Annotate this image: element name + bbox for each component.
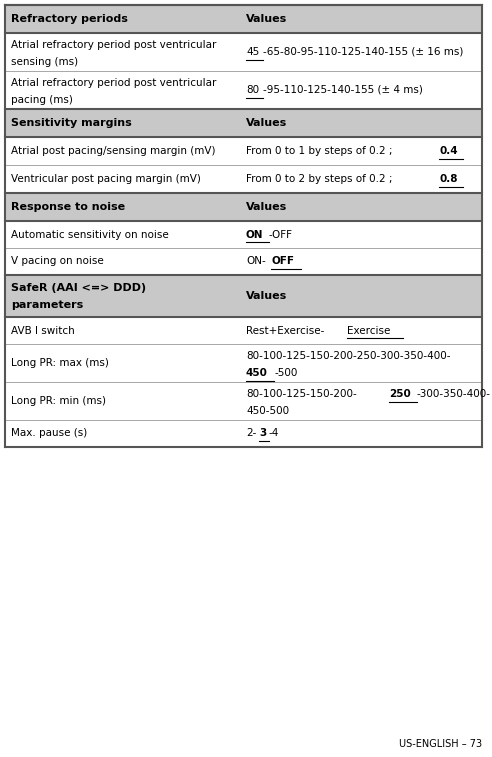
Text: Response to noise: Response to noise <box>11 202 125 212</box>
Text: ON-: ON- <box>246 257 266 266</box>
Text: Long PR: min (ms): Long PR: min (ms) <box>11 396 106 406</box>
Bar <box>5 137 482 165</box>
Bar <box>5 344 482 382</box>
Bar <box>5 5 482 33</box>
Text: -500: -500 <box>274 368 298 378</box>
Text: OFF: OFF <box>272 257 295 266</box>
Text: From 0 to 2 by steps of 0.2 ;: From 0 to 2 by steps of 0.2 ; <box>246 174 396 184</box>
Text: 450-500: 450-500 <box>246 406 289 416</box>
Bar <box>5 382 482 420</box>
Bar <box>5 221 482 248</box>
Text: Atrial refractory period post ventricular: Atrial refractory period post ventricula… <box>11 40 216 51</box>
Text: Rest+Exercise-: Rest+Exercise- <box>246 326 324 335</box>
Text: 0.8: 0.8 <box>439 174 458 184</box>
Text: Atrial refractory period post ventricular: Atrial refractory period post ventricula… <box>11 79 216 89</box>
Text: pacing (ms): pacing (ms) <box>11 95 73 105</box>
Text: 3: 3 <box>259 428 267 438</box>
Text: Exercise: Exercise <box>347 326 391 335</box>
Text: Automatic sensitivity on noise: Automatic sensitivity on noise <box>11 229 169 239</box>
Text: From 0 to 1 by steps of 0.2 ;: From 0 to 1 by steps of 0.2 ; <box>246 146 396 156</box>
Text: Refractory periods: Refractory periods <box>11 14 128 24</box>
Bar <box>5 165 482 193</box>
Text: sensing (ms): sensing (ms) <box>11 57 78 67</box>
Text: Atrial post pacing/sensing margin (mV): Atrial post pacing/sensing margin (mV) <box>11 146 215 156</box>
Text: 80-100-125-150-200-: 80-100-125-150-200- <box>246 389 357 400</box>
Bar <box>5 275 482 317</box>
Text: Values: Values <box>246 291 287 301</box>
Text: Values: Values <box>246 14 287 24</box>
Text: Values: Values <box>246 118 287 128</box>
Text: US-ENGLISH – 73: US-ENGLISH – 73 <box>399 739 482 749</box>
Text: 450: 450 <box>246 368 268 378</box>
Text: 80: 80 <box>246 85 259 95</box>
Text: -65-80-95-110-125-140-155 (± 16 ms): -65-80-95-110-125-140-155 (± 16 ms) <box>263 47 463 57</box>
Bar <box>5 193 482 221</box>
Text: parameters: parameters <box>11 301 83 310</box>
Text: -OFF: -OFF <box>269 229 293 239</box>
Text: Values: Values <box>246 202 287 212</box>
Bar <box>5 248 482 275</box>
Text: Ventricular post pacing margin (mV): Ventricular post pacing margin (mV) <box>11 174 201 184</box>
Text: ON: ON <box>246 229 264 239</box>
Text: 2-: 2- <box>246 428 256 438</box>
Text: AVB I switch: AVB I switch <box>11 326 75 335</box>
Text: SafeR (AAI <=> DDD): SafeR (AAI <=> DDD) <box>11 283 146 294</box>
Bar <box>5 33 482 71</box>
Text: 0.4: 0.4 <box>439 146 458 156</box>
Text: 45: 45 <box>246 47 259 57</box>
Text: -95-110-125-140-155 (± 4 ms): -95-110-125-140-155 (± 4 ms) <box>263 85 423 95</box>
Text: Sensitivity margins: Sensitivity margins <box>11 118 132 128</box>
Text: Max. pause (s): Max. pause (s) <box>11 428 87 438</box>
Bar <box>5 71 482 109</box>
Bar <box>5 317 482 344</box>
Text: Long PR: max (ms): Long PR: max (ms) <box>11 358 109 368</box>
Text: 80-100-125-150-200-250-300-350-400-: 80-100-125-150-200-250-300-350-400- <box>246 351 451 361</box>
Bar <box>5 420 482 447</box>
Bar <box>5 109 482 137</box>
Text: V pacing on noise: V pacing on noise <box>11 257 104 266</box>
Text: -300-350-400-: -300-350-400- <box>417 389 491 400</box>
Text: 250: 250 <box>389 389 411 400</box>
Text: -4: -4 <box>269 428 279 438</box>
